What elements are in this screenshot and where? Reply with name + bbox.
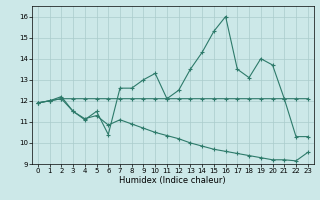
X-axis label: Humidex (Indice chaleur): Humidex (Indice chaleur) [119, 176, 226, 185]
